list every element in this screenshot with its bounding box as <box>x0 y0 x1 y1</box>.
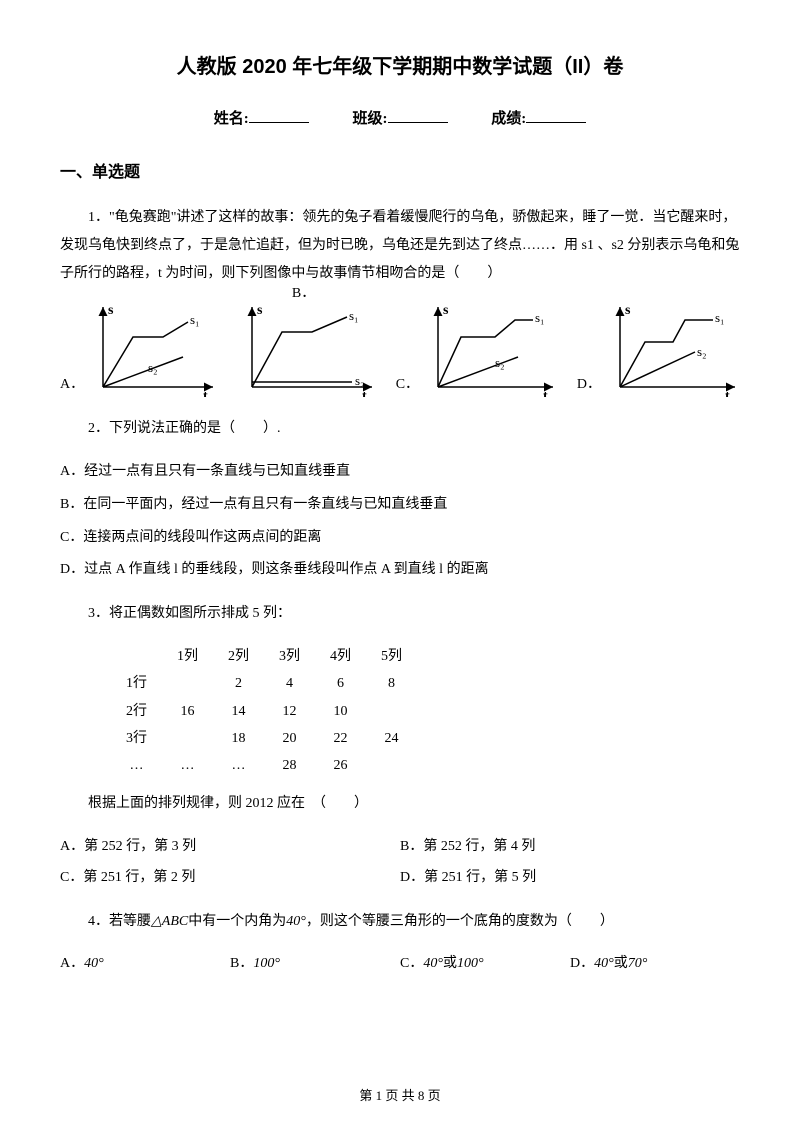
table-header-row: 1列 2列 3列 4列 5列 <box>112 644 416 669</box>
question-2-text: 2．下列说法正确的是（ ）. <box>60 415 740 443</box>
svg-text:s₁: s₁ <box>715 310 725 325</box>
q2-option-a: A．经过一点有且只有一条直线与已知直线垂直 <box>60 457 740 488</box>
option-c-label: C． <box>396 373 419 393</box>
question-3-text: 3．将正偶数如图所示排成 5 列： <box>60 600 740 628</box>
q4-option-d: D．40°或70° <box>570 950 740 978</box>
exam-title: 人教版 2020 年七年级下学期期中数学试题（II）卷 <box>60 50 740 79</box>
svg-text:s₁: s₁ <box>535 310 545 325</box>
q4-option-b: B．100° <box>230 950 400 978</box>
table-row: 1行 2 4 6 8 <box>112 671 416 696</box>
class-blank[interactable] <box>388 122 448 123</box>
q3-option-a: A．第 252 行，第 3 列 <box>60 832 400 863</box>
svg-text:s₂: s₂ <box>697 344 707 359</box>
table-row: … … … 28 26 <box>112 753 416 778</box>
q2-option-b: B．在同一平面内，经过一点有且只有一条直线与已知直线垂直 <box>60 490 740 521</box>
svg-text:s₁: s₁ <box>349 308 359 323</box>
svg-text:t: t <box>203 389 208 397</box>
svg-text:s: s <box>625 303 631 318</box>
q2-option-c: C．连接两点间的线段叫作这两点间的距离 <box>60 523 740 554</box>
svg-text:t: t <box>725 389 730 397</box>
chart-d-svg: s t s₁ s₂ <box>605 302 740 397</box>
question-2-options: A．经过一点有且只有一条直线与已知直线垂直 B．在同一平面内，经过一点有且只有一… <box>60 457 740 586</box>
option-d-label: D． <box>577 373 601 393</box>
q3-option-d: D．第 251 行，第 5 列 <box>400 863 740 894</box>
chart-option-a: A． s t s₁ s₂ <box>60 302 218 397</box>
q4-option-a: A．40° <box>60 950 230 978</box>
svg-text:s₂: s₂ <box>355 373 365 388</box>
svg-text:s: s <box>108 303 114 318</box>
svg-text:s: s <box>257 303 263 318</box>
question-1-charts: A． s t s₁ s₂ B． s t s₁ s₂ C． <box>60 302 740 397</box>
score-label: 成绩: <box>491 111 526 127</box>
class-label: 班级: <box>353 111 388 127</box>
svg-text:s₂: s₂ <box>148 360 158 375</box>
table-row: 3行 18 20 22 24 <box>112 726 416 751</box>
question-3-table: 1列 2列 3列 4列 5列 1行 2 4 6 8 2行 16 14 12 10… <box>110 642 418 780</box>
svg-text:s: s <box>443 303 449 318</box>
section-1-heading: 一、单选题 <box>60 158 740 182</box>
chart-b-svg: s t s₁ s₂ <box>237 302 377 397</box>
q4-option-c: C．40°或100° <box>400 950 570 978</box>
name-label: 姓名: <box>214 111 249 127</box>
q3-option-b: B．第 252 行，第 4 列 <box>400 832 740 863</box>
table-row: 2行 16 14 12 10 <box>112 699 416 724</box>
svg-text:s₁: s₁ <box>190 312 200 327</box>
chart-option-c: C． s t s₁ s₂ <box>396 302 558 397</box>
chart-c-svg: s t s₁ s₂ <box>423 302 558 397</box>
score-blank[interactable] <box>526 122 586 123</box>
question-1-text: 1．"龟兔赛跑"讲述了这样的故事：领先的兔子看着缓慢爬行的乌龟，骄傲起来，睡了一… <box>60 204 740 288</box>
option-b-label: B． <box>292 282 315 302</box>
page-footer: 第 1 页 共 8 页 <box>0 1085 800 1104</box>
name-blank[interactable] <box>249 122 309 123</box>
chart-a-svg: s t s₁ s₂ <box>88 302 218 397</box>
question-4-options: A．40° B．100° C．40°或100° D．40°或70° <box>60 950 740 978</box>
q2-option-d: D．过点 A 作直线 l 的垂线段，则这条垂线段叫作点 A 到直线 l 的距离 <box>60 555 740 586</box>
svg-text:t: t <box>362 389 367 397</box>
q3-option-c: C．第 251 行，第 2 列 <box>60 863 400 894</box>
option-a-label: A． <box>60 373 84 393</box>
question-3-followup: 根据上面的排列规律，则 2012 应在 （ ） <box>60 790 740 818</box>
question-4-text: 4．若等腰△ABC中有一个内角为40°，则这个等腰三角形的一个底角的度数为（ ） <box>60 908 740 936</box>
svg-text:s₂: s₂ <box>495 355 505 370</box>
chart-option-d: D． s t s₁ s₂ <box>577 302 740 397</box>
chart-option-b: B． s t s₁ s₂ <box>237 302 377 397</box>
svg-text:t: t <box>543 389 548 397</box>
question-3-options: A．第 252 行，第 3 列 B．第 252 行，第 4 列 C．第 251 … <box>60 832 740 894</box>
student-info-line: 姓名: 班级: 成绩: <box>60 107 740 128</box>
